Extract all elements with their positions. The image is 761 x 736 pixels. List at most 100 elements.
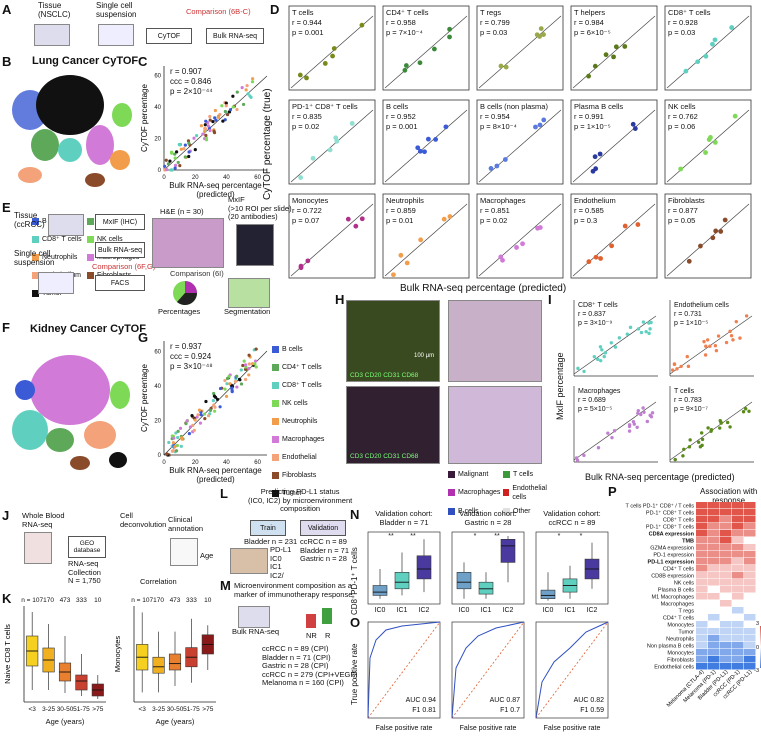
legend-label: Macrophages bbox=[282, 436, 325, 443]
subplot-frame bbox=[476, 193, 564, 279]
cells-e-icon bbox=[38, 272, 74, 294]
cells-icon bbox=[98, 24, 134, 46]
subplot-frame bbox=[664, 193, 752, 279]
x-tick-label: 20 bbox=[192, 460, 199, 466]
data-point bbox=[703, 53, 709, 59]
frame bbox=[367, 621, 441, 719]
x-axis-label: (predicted) bbox=[196, 475, 235, 484]
subplot-p: p = 5×10⁻⁵ bbox=[578, 406, 612, 413]
subplot-p: p = 0.02 bbox=[480, 216, 507, 225]
data-point bbox=[298, 175, 304, 180]
data-point bbox=[224, 101, 228, 105]
group-label: IC1 bbox=[565, 607, 576, 614]
box bbox=[394, 572, 410, 590]
data-point bbox=[592, 63, 598, 69]
heatmap-cell bbox=[732, 565, 744, 572]
subplot-title: T cells bbox=[292, 8, 314, 17]
box bbox=[152, 656, 165, 674]
fit-line bbox=[290, 109, 374, 183]
subplot-frame bbox=[288, 5, 376, 91]
heatmap-cell bbox=[708, 642, 720, 649]
data-point bbox=[639, 412, 643, 417]
data-point bbox=[192, 428, 196, 432]
data-point bbox=[696, 440, 701, 444]
heatmap-cell bbox=[732, 502, 744, 509]
data-point bbox=[598, 256, 603, 261]
sig-mark-2: * bbox=[580, 533, 583, 540]
legend-swatch bbox=[448, 507, 455, 515]
subplot-frame bbox=[664, 99, 752, 185]
subplot-p: p = 0.01 bbox=[386, 216, 413, 225]
subplot-title: Macrophages bbox=[480, 196, 526, 205]
nr-label: NR bbox=[306, 631, 317, 640]
data-point bbox=[700, 437, 705, 442]
heatmap-row-label: T cells PD-1⁺ CD8⁺ / T cells bbox=[626, 503, 695, 510]
data-point bbox=[398, 252, 404, 258]
heatmap-cell bbox=[720, 635, 732, 642]
data-point bbox=[237, 377, 242, 381]
clinical-doc-icon bbox=[170, 538, 198, 566]
deconvolution-label: Cell deconvolution bbox=[120, 511, 167, 529]
fit-line bbox=[290, 203, 374, 277]
legend-swatch bbox=[272, 400, 279, 407]
n-label: 473 bbox=[60, 597, 71, 604]
data-point bbox=[683, 68, 689, 74]
data-point bbox=[744, 314, 749, 318]
heatmap-cell bbox=[732, 551, 744, 558]
data-point bbox=[687, 445, 692, 449]
data-point bbox=[447, 34, 452, 40]
data-point bbox=[359, 216, 365, 222]
x-tick-label: 40 bbox=[223, 460, 230, 466]
panel-n-grid: Validation cohort: Bladder n = 71 IC0 IC1 IC… bbox=[362, 508, 610, 616]
data-point bbox=[183, 143, 187, 147]
percentages-pie bbox=[173, 281, 198, 306]
data-point bbox=[404, 260, 410, 266]
data-point bbox=[718, 229, 724, 234]
data-point bbox=[609, 243, 615, 249]
heatmap-cell bbox=[720, 502, 732, 509]
heatmap-cell bbox=[744, 649, 756, 656]
data-point bbox=[681, 454, 685, 458]
legend-swatch bbox=[503, 489, 510, 496]
legend-swatch bbox=[272, 418, 279, 425]
group-label: IC2 bbox=[503, 607, 514, 614]
data-point bbox=[353, 223, 359, 229]
heatmap-cell bbox=[744, 607, 756, 614]
data-point bbox=[417, 148, 423, 154]
data-point bbox=[235, 374, 239, 378]
legend-swatch bbox=[32, 254, 39, 261]
segmented-image-1 bbox=[448, 300, 542, 382]
heatmap-cell bbox=[720, 656, 732, 663]
data-point bbox=[228, 108, 233, 112]
panel-o-ylabel: True positive rate bbox=[350, 643, 359, 705]
subplot-r: r = 0.954 bbox=[480, 112, 510, 121]
subplot-r: r = 0.859 bbox=[386, 206, 416, 215]
data-point bbox=[541, 117, 547, 123]
heatmap-cell bbox=[708, 614, 720, 621]
data-point bbox=[647, 331, 651, 336]
group-label: IC1 bbox=[397, 607, 408, 614]
data-point bbox=[606, 431, 610, 435]
group-label: IC0 bbox=[375, 607, 386, 614]
frame bbox=[535, 531, 609, 605]
subplot-title: T regs bbox=[480, 8, 501, 17]
heatmap-cell bbox=[744, 572, 756, 579]
data-point bbox=[722, 217, 728, 223]
roc-curve-0: AUC 0.94 F1 0.81 False positive rate bbox=[367, 621, 441, 732]
facs-box: FACS bbox=[95, 275, 145, 291]
subplot-p: p = 8×10⁻⁴ bbox=[480, 122, 517, 131]
segmentation-image bbox=[228, 278, 270, 308]
subplot-title: Fibroblasts bbox=[668, 196, 705, 205]
subplot-p: p = 6×10⁻⁵ bbox=[574, 28, 611, 37]
naive-cd8-boxplot: <3 n = 107 3-25 170 30-50 473 51-75 333 >75 10 Age… bbox=[3, 597, 106, 726]
panel-label-o: O bbox=[350, 615, 361, 630]
heatmap-cell bbox=[708, 558, 720, 565]
subplot-r: r = 0.835 bbox=[292, 112, 322, 121]
heatmap-row-label: Monocytes bbox=[667, 651, 694, 657]
heatmap-row-label: NK cells bbox=[674, 581, 694, 587]
subplot-title: B cells (non plasma) bbox=[480, 102, 548, 111]
panel-i-grid: CD8⁺ T cells r = 0.837 p = 3×10⁻⁹ Endotheli… bbox=[568, 296, 758, 472]
